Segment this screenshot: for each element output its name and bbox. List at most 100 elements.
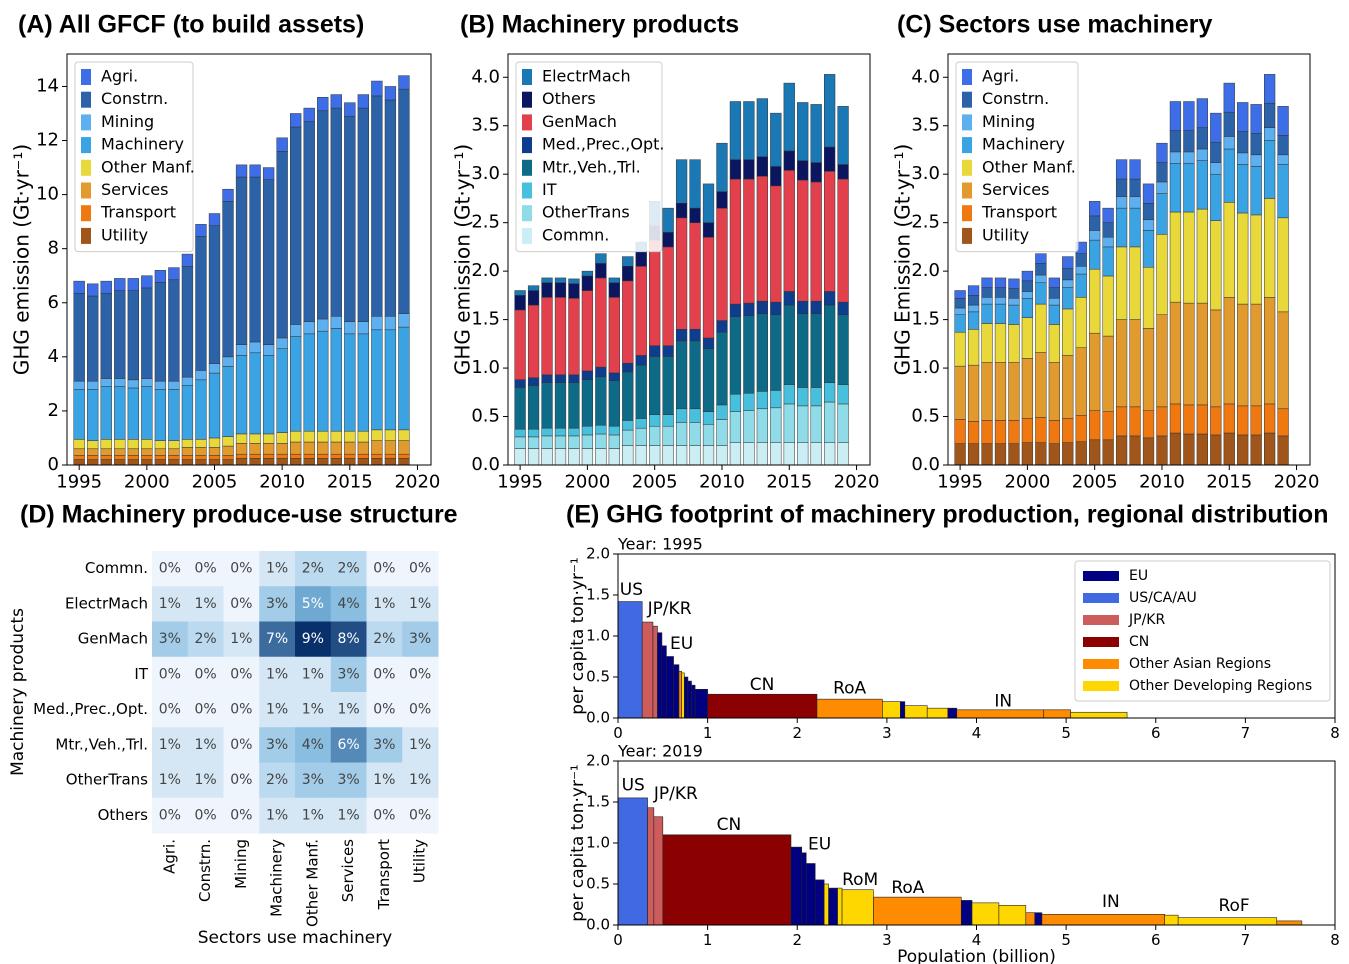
bar-segment <box>1048 298 1060 306</box>
bar-segment <box>1048 324 1060 363</box>
bar-segment <box>702 411 715 425</box>
bar-segment <box>743 178 755 304</box>
region-bar <box>1025 912 1036 926</box>
bar-segment <box>384 457 397 466</box>
bar-segment <box>1142 410 1155 439</box>
bar-segment <box>595 277 607 368</box>
bar-segment <box>595 253 607 264</box>
bar-segment <box>222 459 234 466</box>
bar-segment <box>398 75 410 90</box>
bar-segment <box>662 356 674 415</box>
bar-segment <box>330 316 342 329</box>
bar-segment <box>837 403 849 443</box>
bar-segment <box>303 121 315 322</box>
bar-segment <box>554 435 567 449</box>
cell-label: 1% <box>302 702 324 718</box>
x-tick-label: 2005 <box>632 472 678 493</box>
bar-segment <box>235 355 248 435</box>
legend-swatch <box>81 159 91 176</box>
legend-label: Other Developing Regions <box>1129 678 1312 694</box>
bar-segment <box>1250 405 1262 436</box>
bar-segment <box>662 246 674 347</box>
y-tick-label: 0.5 <box>471 406 500 427</box>
bar-segment <box>675 422 688 446</box>
bar-segment <box>689 340 701 410</box>
legend-label: Mining <box>982 112 1035 131</box>
region-bar <box>823 883 829 926</box>
bar-segment <box>222 445 234 456</box>
bar-segment <box>770 314 782 391</box>
bar-segment <box>1277 217 1289 313</box>
bar-segment <box>823 304 836 383</box>
bar-segment <box>1169 211 1182 303</box>
bar-segment <box>527 304 540 379</box>
bar-segment <box>114 290 126 379</box>
bar-segment <box>127 278 139 291</box>
bar-segment <box>783 150 795 171</box>
legend-swatch <box>81 227 91 244</box>
bar-segment <box>1169 101 1182 131</box>
bar-segment <box>195 236 207 371</box>
bar-segment <box>181 384 194 440</box>
bar-segment <box>168 459 180 466</box>
cell-label: 0% <box>195 807 217 823</box>
heat-cell <box>187 551 224 587</box>
cell-label: 2% <box>373 631 395 647</box>
bar-segment <box>770 166 782 187</box>
cell-label: 1% <box>302 807 324 823</box>
bar-segment <box>127 459 139 466</box>
column-label: Agri. <box>160 839 178 874</box>
bar-segment <box>1129 178 1141 197</box>
region-bar <box>790 846 803 926</box>
bar-segment <box>181 455 194 460</box>
bar-segment <box>581 425 594 436</box>
bar-segment <box>981 362 993 421</box>
region-bar <box>1070 711 1128 719</box>
bar-segment <box>756 391 768 410</box>
bar-segment <box>181 266 194 378</box>
cell-label: 1% <box>195 596 217 612</box>
heat-cell <box>366 727 403 763</box>
bar-segment <box>127 439 139 450</box>
bar-segment <box>1210 173 1222 221</box>
heat-cell <box>223 656 260 693</box>
bar-segment <box>514 387 526 430</box>
cell-label: 0% <box>230 666 252 682</box>
region-bar <box>666 656 674 719</box>
bar-segment <box>1021 291 1034 299</box>
bar-segment <box>290 126 302 325</box>
cell-label: 8% <box>338 631 360 647</box>
bar-segment <box>1210 162 1222 175</box>
bar-segment <box>371 457 383 466</box>
bar-segment <box>127 455 139 460</box>
bar-segment <box>330 441 342 455</box>
heat-cell <box>402 586 439 622</box>
bar-segment <box>249 453 261 459</box>
bar-segment <box>662 445 674 466</box>
bar-segment <box>635 251 647 267</box>
heat-cell <box>187 727 224 763</box>
bar-segment <box>1210 220 1222 311</box>
y-tick-label: 2.0 <box>586 545 610 563</box>
bar-segment <box>303 441 315 455</box>
y-tick-label: 0.0 <box>586 916 610 934</box>
bar-segment <box>1263 432 1276 466</box>
bar-segment <box>1223 297 1235 405</box>
bar-segment <box>141 439 153 450</box>
bar-segment <box>1048 277 1060 288</box>
bar-segment <box>114 459 126 466</box>
bar-segment <box>344 115 356 322</box>
bar-segment <box>141 455 153 460</box>
legend-swatch <box>962 227 972 244</box>
legend-swatch <box>1083 593 1119 603</box>
bar-segment <box>1169 301 1182 405</box>
bar-segment <box>981 277 993 288</box>
bar-segment <box>514 309 526 380</box>
region-bar <box>947 707 958 719</box>
bar-segment <box>981 297 993 305</box>
bar-segment <box>1183 211 1195 304</box>
bar-segment <box>743 410 755 443</box>
bar-segment <box>622 445 634 466</box>
legend-label: Agri. <box>982 67 1019 86</box>
